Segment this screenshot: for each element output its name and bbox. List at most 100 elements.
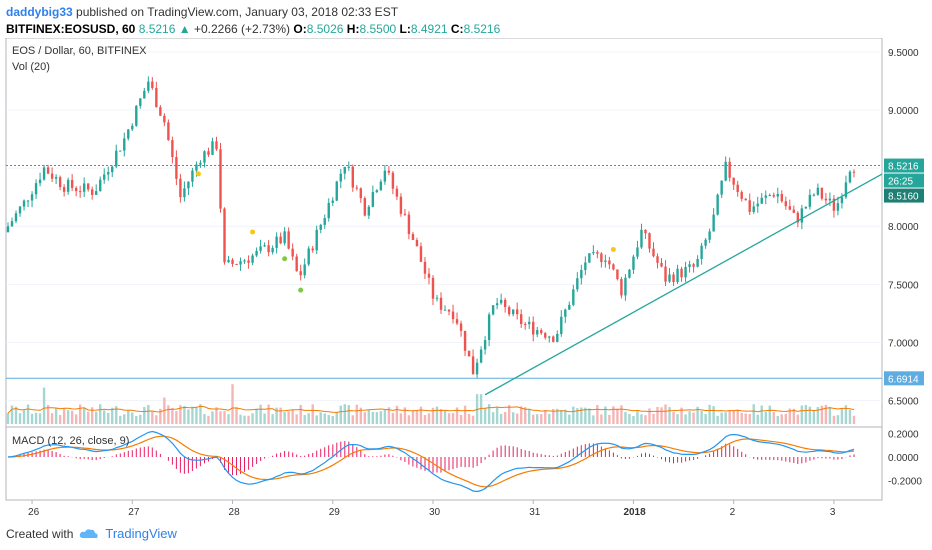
price-chart[interactable]: 9.50009.00008.50008.00007.50007.00006.50… — [0, 38, 932, 538]
candle-body — [728, 161, 731, 178]
volume-bar — [708, 404, 711, 424]
volume-bar — [684, 414, 687, 424]
volume-bar — [355, 404, 359, 424]
candle-body — [592, 252, 595, 254]
candle-body — [736, 184, 739, 193]
time-tick-label: 28 — [229, 507, 241, 518]
volume-bar — [34, 412, 38, 424]
volume-bar — [700, 411, 703, 424]
candle-body — [832, 198, 836, 211]
volume-bar — [487, 404, 491, 424]
price-tag-bg — [884, 371, 924, 386]
volume-bar — [403, 407, 407, 424]
candle-body — [544, 333, 547, 338]
candle-body — [275, 236, 278, 248]
volume-bar — [812, 410, 816, 424]
candle-body — [363, 198, 367, 216]
author-link[interactable]: daddybig33 — [6, 5, 73, 19]
volume-bar — [203, 414, 206, 424]
tradingview-brand[interactable]: TradingView — [105, 526, 177, 541]
candle-body — [407, 214, 411, 235]
signal-dot — [282, 256, 288, 262]
volume-bar — [828, 406, 832, 424]
ohlc-line: BITFINEX:EOSUSD, 60 8.5216 ▲ +0.2266 (+2… — [6, 21, 926, 38]
volume-bar — [676, 414, 679, 424]
volume-bar — [848, 409, 852, 424]
open-value: 8.5026 — [306, 22, 344, 36]
candle-body — [243, 260, 246, 262]
macd-legend: MACD (12, 26, close, 9) — [12, 435, 129, 447]
candle-body — [295, 256, 298, 272]
volume-bar — [528, 408, 531, 424]
volume-bar — [752, 404, 755, 424]
publish-line: daddybig33 published on TradingView.com,… — [6, 4, 926, 21]
volume-bar — [199, 404, 202, 424]
volume-bar — [223, 411, 226, 424]
volume-bar — [656, 406, 659, 424]
volume-bar — [768, 405, 771, 424]
candle-body — [700, 245, 703, 259]
volume-bar — [463, 405, 467, 424]
candle-body — [74, 187, 78, 192]
candlesticks — [6, 76, 856, 379]
candle-body — [560, 316, 563, 334]
volume-bars — [6, 384, 856, 424]
candle-body — [403, 213, 407, 215]
trendline[interactable] — [484, 173, 883, 396]
candle-body — [588, 253, 591, 263]
volume-bar — [271, 414, 274, 424]
candle-body — [86, 183, 90, 190]
volume-bar — [58, 414, 62, 424]
volume-bar — [275, 407, 278, 424]
volume-bar — [495, 406, 499, 424]
volume-bar — [215, 407, 218, 424]
candle-body — [564, 309, 567, 317]
volume-bar — [66, 410, 70, 424]
price-axis[interactable]: 9.50009.00008.50008.00007.50007.00006.50… — [884, 48, 924, 488]
volume-bar — [760, 405, 763, 424]
candle-body — [151, 81, 154, 89]
time-tick-label: 27 — [128, 507, 140, 518]
candle-body — [50, 173, 54, 179]
volume-bar — [483, 407, 487, 424]
volume-bar — [756, 414, 759, 424]
volume-bar — [612, 406, 615, 424]
candle-body — [808, 194, 812, 207]
chart-header: daddybig33 published on TradingView.com,… — [6, 4, 926, 38]
volume-bar — [568, 414, 571, 424]
volume-bar — [800, 405, 804, 424]
candle-body — [840, 197, 844, 204]
candle-body — [10, 221, 14, 227]
volume-bar — [171, 407, 174, 424]
candle-body — [103, 174, 106, 180]
volume-bar — [247, 415, 250, 424]
candle-body — [239, 261, 242, 265]
candle-body — [343, 166, 346, 174]
signal-markers — [195, 171, 616, 293]
candle-body — [824, 198, 828, 201]
volume-bar — [147, 404, 150, 424]
candle-body — [499, 299, 503, 304]
volume-bar — [387, 407, 391, 424]
candle-body — [307, 248, 310, 265]
volume-bar — [511, 412, 515, 424]
close-value: 8.5216 — [463, 22, 501, 36]
volume-bar — [283, 412, 286, 424]
volume-bar — [211, 411, 214, 424]
volume-bar — [70, 410, 74, 424]
candle-body — [395, 188, 399, 197]
candle-body — [612, 264, 615, 270]
candle-body — [58, 177, 62, 188]
candle-body — [664, 266, 667, 282]
candle-body — [676, 268, 679, 283]
candle-body — [391, 172, 395, 189]
volume-bar — [816, 407, 820, 424]
candle-body — [127, 129, 130, 139]
volume-bar — [183, 406, 186, 424]
candle-body — [18, 206, 22, 214]
volume-bar — [776, 415, 779, 424]
time-axis[interactable]: 26 27 28 29 30 31 2018 2 3 — [28, 500, 836, 518]
candle-body — [255, 250, 258, 256]
volume-bar — [179, 405, 182, 424]
volume-bar — [167, 405, 170, 424]
